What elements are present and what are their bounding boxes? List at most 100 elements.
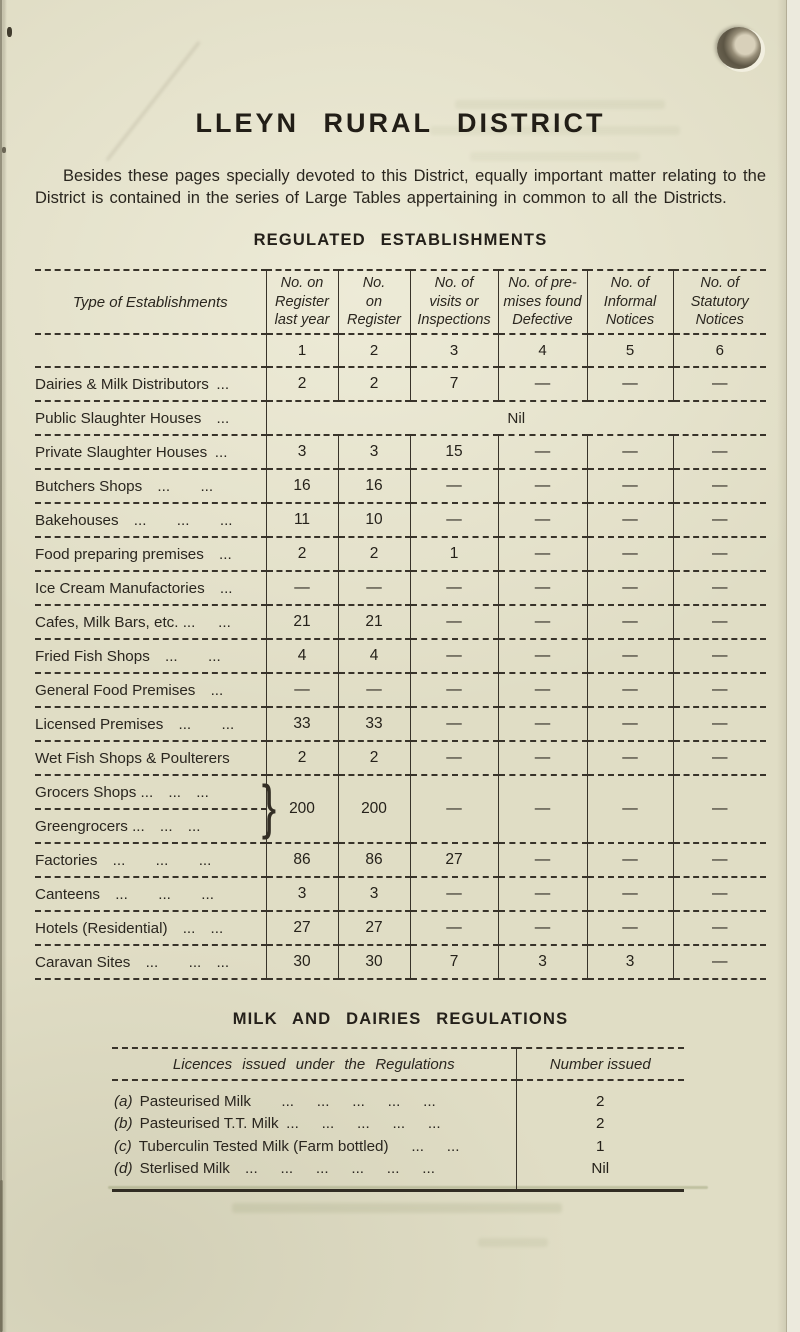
value-cell: 4: [265, 639, 338, 674]
value-cell: —: [409, 503, 498, 538]
table-row-bakehouses: Bakehouses ... ... ... 11 10 — — — —: [35, 503, 766, 538]
table-row-general-food: General Food Premises ... — — — — — —: [35, 673, 766, 708]
value-cell: 2: [337, 367, 410, 402]
column-header-type-of-establishments: Type of Establishments: [35, 270, 266, 335]
value-cell: —: [409, 605, 498, 640]
item-letter: (c): [114, 1137, 132, 1155]
value-cell: —: [672, 877, 766, 912]
value-cell: 86: [337, 843, 410, 878]
value-cell: —: [586, 605, 673, 640]
value-cell: —: [497, 741, 587, 776]
column-header-statutory-notices: No. of Statutory Notices: [672, 270, 766, 335]
row-label: General Food Premises ...: [35, 673, 266, 708]
value-cell: —: [672, 911, 766, 946]
table-row-hotels: Hotels (Residential) ... ... 27 27 — — —…: [35, 911, 766, 946]
value-cell: —: [672, 503, 766, 538]
value-cell: —: [586, 877, 673, 912]
value-cell: 3: [337, 877, 410, 912]
table-row-food-preparing: Food preparing premises ... 2 2 1 — — —: [35, 537, 766, 572]
bleed-through-line: [108, 1186, 708, 1189]
row-label: Food preparing premises ...: [35, 537, 266, 572]
punch-hole: [717, 27, 761, 69]
table-row-private-slaughter: Private Slaughter Houses ... 3 3 15 — — …: [35, 435, 766, 470]
value-cell: —: [497, 877, 587, 912]
value-cell: —: [497, 469, 587, 504]
value-cell: —: [497, 673, 587, 708]
row-label: Canteens ... ... ...: [35, 877, 266, 912]
ink-speck: [2, 147, 6, 153]
table-row-public-slaughter: Public Slaughter Houses ... Nil: [35, 401, 766, 436]
milk-dairies-table: Licences issued under the Regulations Nu…: [112, 1047, 684, 1192]
value-cell: —: [265, 571, 338, 606]
value-cell: —: [409, 707, 498, 742]
milk-row-sterlised: (d) Sterlised Milk ... ... ... ... ... ..…: [112, 1157, 684, 1191]
brace-glyph: }: [261, 773, 276, 841]
item-letter: (b): [114, 1115, 133, 1133]
merged-value-cell: —: [409, 775, 498, 844]
value-cell: —: [672, 605, 766, 640]
table-row-ice-cream: Ice Cream Manufactories ... — — — — — —: [35, 571, 766, 606]
value-cell: 2: [337, 741, 410, 776]
row-label: Ice Cream Manufactories ...: [35, 571, 266, 606]
value-cell: —: [337, 673, 410, 708]
value-cell: 2: [265, 367, 338, 402]
value-cell: 2: [265, 537, 338, 572]
item-text: Sterlised Milk ... ... ... ... ... ...: [139, 1160, 435, 1178]
item-text: Pasteurised Milk ... ... ... ... ...: [139, 1092, 436, 1110]
merged-value-cell: —: [586, 775, 673, 844]
value-cell: —: [497, 639, 587, 674]
value-cell: 2: [515, 1112, 684, 1135]
bleed-through-mark: [455, 100, 665, 109]
bleed-through-mark: [232, 1203, 562, 1213]
empty-cell: [35, 334, 266, 368]
value-cell: —: [586, 639, 673, 674]
column-number: 6: [672, 334, 766, 368]
value-cell: —: [672, 469, 766, 504]
table-row-grocers: Grocers Shops ... ... ... } 200 200 — — —…: [35, 775, 766, 844]
value-cell: —: [497, 367, 587, 402]
value-cell: 4: [337, 639, 410, 674]
merged-value-cell: } 200: [261, 775, 338, 844]
page-right-edge: [786, 0, 800, 1332]
merged-value-cell: —: [497, 775, 587, 844]
row-label: Cafes, Milk Bars, etc. ... ...: [35, 605, 266, 640]
value-cell: —: [409, 741, 498, 776]
column-header-number-issued: Number issued: [515, 1048, 684, 1081]
table-row-greengrocers: Greengrocers ... ... ...: [35, 809, 766, 844]
column-header-licences: Licences issued under the Regulations: [112, 1048, 516, 1081]
value-cell: 33: [265, 707, 338, 742]
intro-paragraph: Besides these pages specially devoted to…: [35, 167, 766, 207]
column-header-on-register: No. on Register: [337, 270, 410, 335]
table-row-dairies: Dairies & Milk Distributors ... 2 2 7 — …: [35, 367, 766, 402]
value-cell: 27: [409, 843, 498, 878]
value-cell: 7: [409, 945, 498, 980]
value-cell: 27: [265, 911, 338, 946]
row-label: Caravan Sites ... ... ...: [35, 945, 266, 980]
value-cell: —: [497, 435, 587, 470]
bleed-through-mark: [0, 1180, 3, 1332]
row-label: Bakehouses ... ... ...: [35, 503, 266, 538]
value-cell: 16: [265, 469, 338, 504]
merged-value-cell: 200: [337, 775, 410, 844]
value-cell: 16: [337, 469, 410, 504]
value-cell: —: [409, 877, 498, 912]
table-row-factories: Factories ... ... ... 86 86 27 — — —: [35, 843, 766, 878]
item-text: Pasteurised T.T. Milk ... ... ... ... ..…: [139, 1115, 441, 1133]
value-cell: —: [586, 367, 673, 402]
ink-speck: [7, 27, 12, 37]
column-number: 2: [337, 334, 410, 368]
row-label: Grocers Shops ... ... ...: [35, 775, 266, 810]
value-cell: 27: [337, 911, 410, 946]
column-header-visits: No. of visits or Inspections: [409, 270, 498, 335]
table-row-cafes: Cafes, Milk Bars, etc. ... ... 21 21 — —…: [35, 605, 766, 640]
column-header-register-last-year: No. on Register last year: [265, 270, 338, 335]
row-label: Public Slaughter Houses ...: [35, 401, 266, 436]
nil-span-cell: Nil: [265, 401, 766, 436]
item-letter: (d): [114, 1160, 133, 1178]
milk-table-header-row: Licences issued under the Regulations Nu…: [112, 1048, 684, 1081]
value-cell: 2: [515, 1080, 684, 1113]
column-header-informal-notices: No. of Informal Notices: [586, 270, 673, 335]
regulated-establishments-table: Type of Establishments No. on Register l…: [35, 269, 766, 980]
milk-row-pasteurised-tt: (b) Pasteurised T.T. Milk ... ... ... ...…: [112, 1112, 684, 1135]
